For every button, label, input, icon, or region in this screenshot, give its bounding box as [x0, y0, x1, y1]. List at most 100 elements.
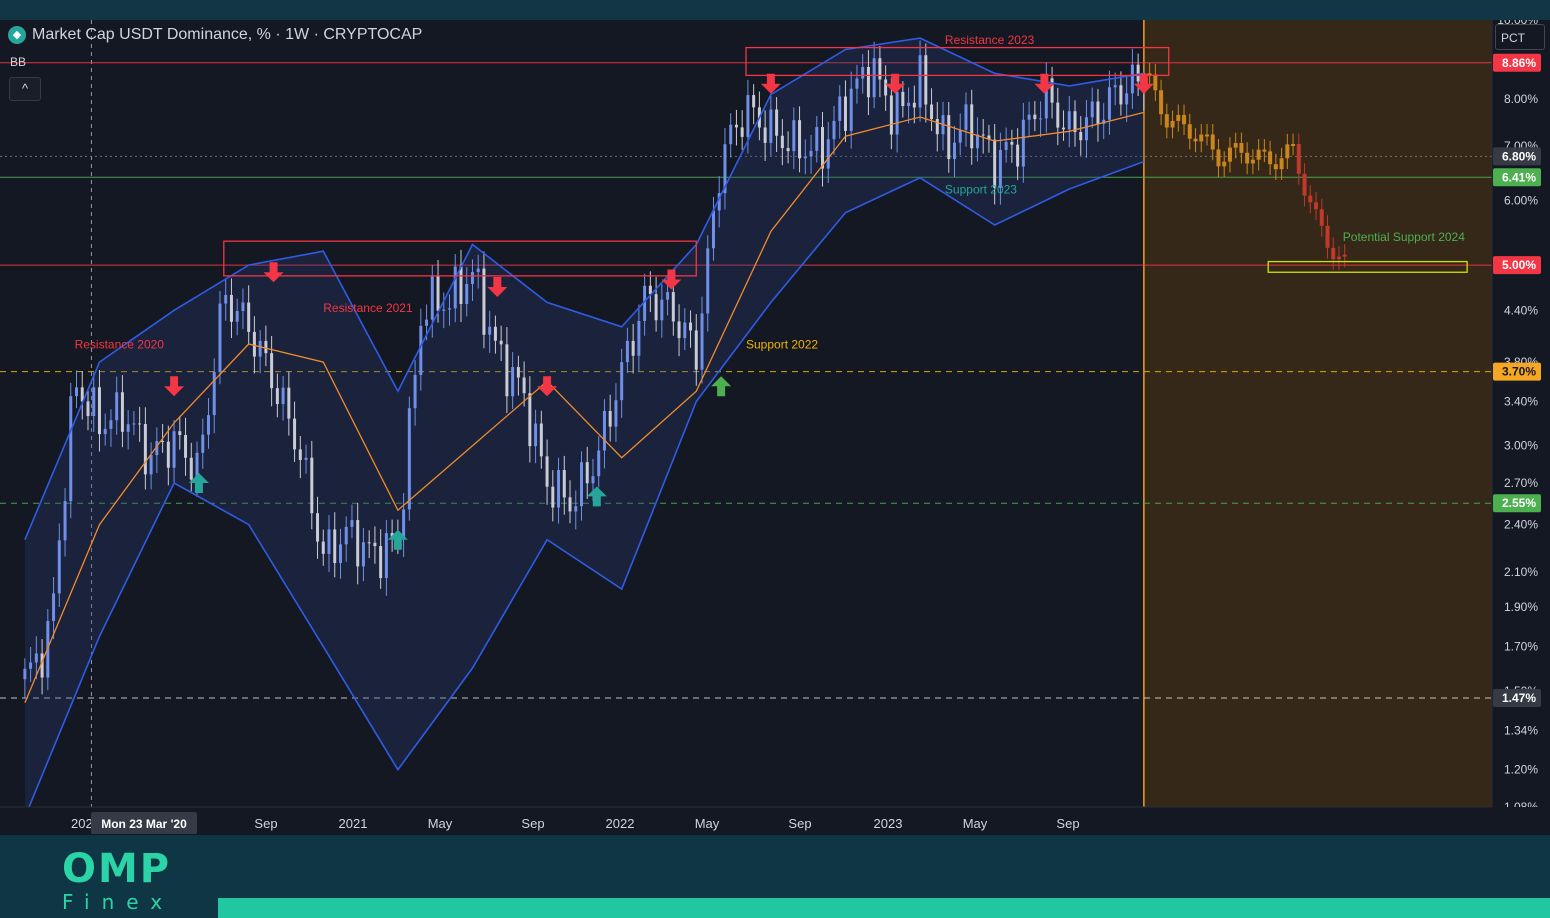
candle-body [1090, 101, 1094, 118]
candle-body [987, 135, 991, 140]
candle-body [373, 542, 377, 547]
scale-button[interactable]: PCT [1495, 24, 1545, 50]
candle-body [654, 294, 658, 321]
y-tick-label: 8.00% [1504, 92, 1538, 106]
x-tick-label: Sep [521, 816, 544, 831]
candle-body [866, 66, 870, 98]
candle-body [321, 541, 325, 554]
candle-body [648, 285, 652, 295]
candle-body [1056, 102, 1060, 128]
candle-body [993, 139, 997, 188]
candle-body [206, 415, 210, 435]
level-price-label: 2.55% [1502, 496, 1536, 510]
candle-body [1016, 144, 1020, 167]
x-tick-label: 2022 [606, 816, 635, 831]
candle-body [769, 109, 773, 143]
candle-body [516, 367, 520, 378]
candle-body [752, 95, 756, 108]
forecast-candle-body [1153, 74, 1158, 91]
candle-body [998, 149, 1002, 188]
candle-body [166, 441, 170, 468]
candle-body [551, 486, 555, 508]
forecast-candle-body [1216, 149, 1221, 167]
forecast-candle-body [1164, 114, 1169, 128]
candle-body [442, 309, 446, 311]
candle-body [97, 387, 101, 435]
forecast-candle-body [1342, 254, 1347, 257]
candle-body [241, 302, 245, 312]
candle-body [511, 367, 515, 397]
candle-body [786, 148, 790, 152]
candle-body [252, 331, 256, 357]
y-tick-label: 1.34% [1504, 724, 1538, 738]
forecast-candle-body [1245, 152, 1250, 164]
candle-body [717, 193, 721, 211]
candle-body [861, 66, 865, 79]
candle-body [178, 431, 182, 436]
candle-body [700, 313, 704, 370]
resistance-arrow-icon [1133, 73, 1154, 94]
candle-body [120, 392, 124, 432]
candle-body [470, 272, 474, 284]
candle-body [1073, 111, 1077, 133]
chart-svg[interactable]: Resistance 2020 Resistance 2021 Resistance… [0, 20, 1550, 835]
candle-body [579, 462, 583, 507]
candle-body [803, 156, 807, 159]
candle-body [1096, 101, 1100, 124]
candle-body [499, 340, 503, 345]
candle-body [798, 120, 802, 159]
candle-body [723, 144, 727, 194]
diamond-icon: ◆ [8, 26, 26, 44]
candle-body [350, 520, 354, 527]
candle-body [155, 441, 159, 456]
collapse-button[interactable]: ^ [9, 77, 41, 101]
candle-body [229, 294, 233, 322]
forecast-candle-body [1325, 225, 1330, 248]
candle-body [80, 387, 84, 402]
candle-body [625, 340, 629, 363]
candle-body [746, 95, 750, 137]
forecast-candle-body [1319, 209, 1324, 226]
candle-body [562, 470, 566, 498]
forecast-candle-body [1233, 143, 1238, 148]
candle-body [1130, 64, 1134, 94]
bb-lower-line [24, 160, 1145, 818]
candle-body [1004, 141, 1008, 150]
candle-body [522, 377, 526, 394]
candle-body [958, 129, 962, 143]
level-price-label: 5.00% [1502, 258, 1536, 272]
candle-body [1050, 78, 1054, 103]
candle-body [1067, 111, 1071, 130]
candle-body [557, 470, 561, 508]
candle-body [1136, 64, 1140, 82]
candle-body [189, 457, 193, 480]
y-tick-label: 2.70% [1504, 476, 1538, 490]
candle-body [1021, 119, 1025, 167]
candle-body [884, 79, 888, 96]
y-tick-label: 1.20% [1504, 763, 1538, 777]
resistance-arrow-icon [263, 262, 284, 283]
level-price-tag [1493, 688, 1541, 707]
level-price-label: 8.86% [1502, 56, 1536, 70]
candle-body [459, 266, 463, 304]
candle-body [138, 423, 142, 425]
candle-body [643, 285, 647, 321]
candle-body [29, 662, 33, 669]
annotation-label: Resistance 2021 [323, 301, 413, 315]
indicator-label[interactable]: BB [10, 55, 27, 69]
candle-body [344, 526, 348, 545]
forecast-candle-body [1147, 73, 1152, 76]
candle-body [952, 142, 956, 160]
candle-body [534, 423, 538, 447]
candle-body [224, 294, 228, 304]
forecast-candle-body [1285, 144, 1290, 159]
candle-body [115, 392, 119, 421]
candle-body [849, 88, 853, 131]
candle-body [734, 124, 738, 128]
candle-body [488, 326, 492, 335]
candle-body [149, 455, 153, 475]
chart-frame: Resistance 2020 Resistance 2021 Resistance… [0, 20, 1550, 835]
candle-body [356, 520, 360, 567]
candle-body [407, 408, 411, 510]
candle-body [367, 542, 371, 544]
